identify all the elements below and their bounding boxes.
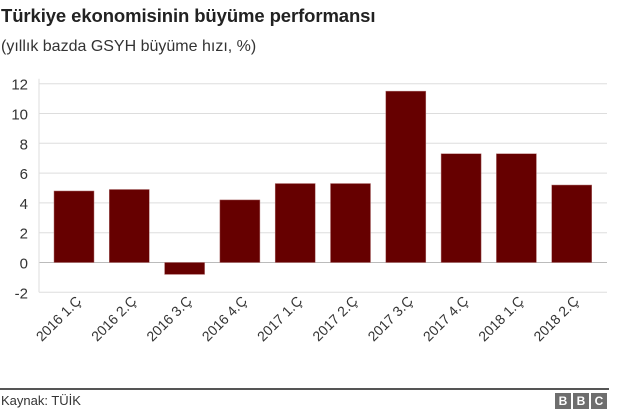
- chart-subtitle: (yıllık bazda GSYH büyüme hızı, %): [1, 38, 257, 55]
- bar: [385, 90, 427, 263]
- logo-letter: B: [573, 393, 589, 409]
- x-tick-label: 2017 2.Ç: [309, 293, 360, 344]
- x-axis: 2016 1.Ç 2016 2.Ç 2016 3.Ç 2016 4.Ç 2017 1.Ç…: [33, 293, 582, 344]
- y-tick-label: -2: [15, 285, 28, 302]
- x-tick-label: 2017 3.Ç: [364, 293, 415, 344]
- y-tick-label: 6: [20, 166, 28, 183]
- bar: [440, 153, 482, 263]
- bbc-logo: B B C: [555, 393, 607, 409]
- logo-letter: C: [591, 393, 607, 409]
- source-note: Kaynak: TÜİK: [1, 393, 81, 408]
- x-tick-label: 2018 2.Ç: [530, 293, 581, 344]
- x-tick-label: 2016 4.Ç: [199, 293, 250, 344]
- y-tick-label: 10: [11, 107, 28, 124]
- bars: [53, 90, 592, 275]
- x-tick-label: 2016 1.Ç: [33, 293, 84, 344]
- x-tick-label: 2016 2.Ç: [88, 293, 139, 344]
- y-tick-label: 4: [20, 196, 28, 213]
- bar: [109, 189, 150, 263]
- x-tick-label: 2017 4.Ç: [420, 293, 471, 344]
- bar: [274, 183, 316, 263]
- x-tick-label: 2016 3.Ç: [143, 293, 194, 344]
- bar: [219, 199, 261, 263]
- y-tick-label: 0: [20, 256, 28, 273]
- y-tick-label: 2: [20, 226, 28, 243]
- y-tick-label: 12: [11, 77, 28, 94]
- bar: [551, 184, 592, 263]
- logo-letter: B: [555, 393, 571, 409]
- footer-divider: [0, 388, 609, 390]
- bar: [330, 183, 371, 263]
- bar: [53, 190, 95, 263]
- bar: [164, 262, 205, 275]
- x-tick-label: 2017 1.Ç: [254, 293, 305, 344]
- y-axis: -2 0 2 4 6 8 10 12: [11, 77, 40, 302]
- y-tick-label: 8: [20, 136, 28, 153]
- chart-title: Türkiye ekonomisinin büyüme performansı: [1, 5, 376, 26]
- bar: [496, 153, 537, 263]
- x-tick-label: 2018 1.Ç: [475, 293, 526, 344]
